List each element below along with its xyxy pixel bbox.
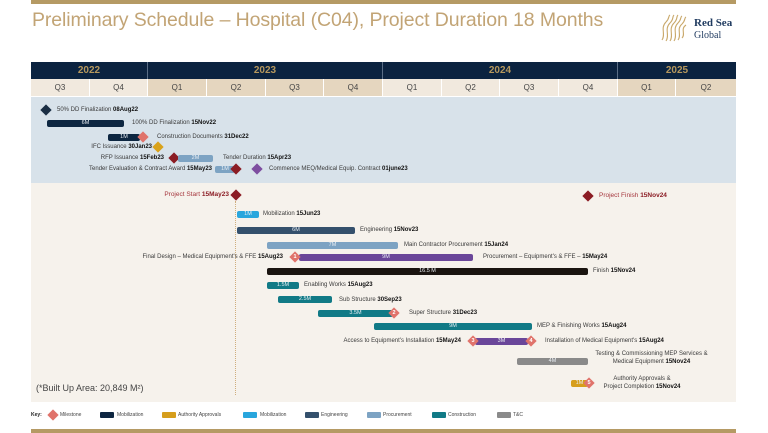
mobilization-bar: 1M [237,210,259,218]
quarter-header: Q4 [559,79,618,96]
quarter-header: Q2 [676,79,736,96]
legend-milestone-diamond-icon [47,409,59,421]
final-design-label: Final Design – Medical Equipment's & FFE… [142,254,283,260]
quarter-header: Q1 [148,79,207,96]
built-up-area-footnote: (*Built Up Area: 20,849 M²) [36,383,144,393]
sub-structure-bar: 2.5M [278,296,332,303]
legend-label: Milestone [60,412,82,418]
legend-swatch-procurement [367,412,381,418]
quarter-header: Q4 [90,79,148,96]
equipment-procurement-bar: 9M [299,253,473,261]
milestone-diamond-icon [251,163,263,175]
milestone-1-diamond-icon: 1 [289,251,301,263]
project-start-label: Project Start 15May23 [164,191,229,198]
tender-label: Tender Duration 15Apr23 [223,155,292,161]
legend-swatch-mobilization-light [243,412,257,418]
legend-swatch-mobilization [100,412,114,418]
mep-finishing-label: MEP & Finishing Works 15Aug24 [537,323,627,329]
legend-label: Construction [448,412,477,418]
construction-docs-label: Construction Documents 31Dec22 [157,134,249,140]
legend-label: Authority Approvals [178,412,222,418]
meq-label: Commence MEQ/Medical Equip. Contract 01j… [269,166,408,172]
pre-contract-section [31,97,736,183]
dd100-bar: 6M [47,120,124,127]
ifc-label: IFC Issuance 30Jan23 [91,144,152,150]
project-section [31,183,736,402]
legend-label: Mobilization [117,412,144,418]
milestone-diamond-icon [230,163,242,175]
year-header-2025: 2025 [618,62,736,79]
logo-text-line2: Global [694,30,722,41]
dd50-label: 50% DD Finalization 08Aug22 [57,107,139,113]
quarter-header: Q4 [324,79,383,96]
main-procurement-label: Main Contractor Procurement 15Jan24 [404,242,509,248]
legend-label: Procurement [383,412,412,418]
enabling-works-label: Enabling Works 15Aug23 [304,282,373,288]
legend-label: T&C [513,412,523,418]
engineering-bar: 6M [237,226,355,234]
quarter-header: Q1 [383,79,442,96]
milestone-diamond-icon [40,104,52,116]
bottom-brand-bar [31,429,736,433]
installation-bar: 3M [475,337,528,345]
legend-key-label: Key: [31,412,42,418]
rfp-label: RFP Issuance 15Feb23 [100,155,164,161]
milestone-diamond-icon [582,190,594,202]
authority-approvals-bar: 1M [571,379,588,387]
super-structure-label: Super Structure 31Dec23 [409,310,478,316]
legend-swatch-construction [432,412,446,418]
mep-finishing-bar: 9M [374,322,532,330]
legend-swatch-tc [497,412,511,418]
installation-label: Installation of Medical Equipment's 15Au… [545,338,664,344]
milestone-3-diamond-icon: 3 [467,335,479,347]
mobilization-label: Mobilization 15Jun23 [263,211,321,217]
construction-docs-bar: 1M [108,133,140,141]
equipment-access-label: Access to Equipment's Installation 15May… [343,338,461,344]
project-finish-label: Project Finish 15Nov24 [599,192,667,199]
super-structure-bar: 3.5M [318,309,393,317]
main-procurement-bar: 7M [267,241,398,249]
quarter-header: Q2 [442,79,500,96]
award-bar: 1M [215,165,235,173]
overall-finish-label: Finish 15Nov24 [593,268,636,274]
legend-label: Mobilization [260,412,287,418]
top-brand-bar [31,0,736,4]
milestone-diamond-icon [137,131,149,143]
milestone-diamond-icon [230,189,242,201]
quarter-header: Q3 [31,79,90,96]
tender-bar: 2M [178,154,213,162]
milestone-diamond-icon [152,141,164,153]
engineering-label: Engineering 15Nov23 [360,227,419,233]
legend-label: Engineering [321,412,348,418]
authority-approvals-label: Authority Approvals & Project Completion … [603,376,681,390]
dd100-label: 100% DD Finalization 15Nov22 [132,120,217,126]
legend-swatch-engineering [305,412,319,418]
wave-mark-icon [658,14,690,42]
quarter-header: Q1 [618,79,676,96]
quarter-header: Q3 [500,79,559,96]
sub-structure-label: Sub Structure 30Sep23 [339,296,402,303]
legend-swatch-authority [162,412,176,418]
quarter-header: Q2 [207,79,266,96]
year-header-2024: 2024 [383,62,618,79]
page-title: Preliminary Schedule – Hospital (C04), P… [32,9,604,31]
milestone-5-diamond-icon: 5 [583,377,595,389]
overall-duration-bar: 16.5 M [267,267,588,275]
quarter-header: Q3 [266,79,324,96]
year-header-2022: 2022 [31,62,148,79]
year-header-2023: 2023 [148,62,383,79]
award-label: Tender Evaluation & Contract Award 15May… [89,166,212,172]
milestone-2-diamond-icon: 2 [388,307,400,319]
equipment-procurement-label: Procurement – Equipment's & FFE – 15May2… [483,254,608,260]
project-start-guide-line [235,201,236,395]
logo-text-line1: Red Sea [694,17,733,29]
testing-commissioning-label: Testing & Commissioning MEP Services & Me… [595,351,708,365]
enabling-works-bar: 1.5M [267,281,299,289]
testing-commissioning-bar: 4M [517,357,588,365]
milestone-4-diamond-icon: 4 [525,335,537,347]
